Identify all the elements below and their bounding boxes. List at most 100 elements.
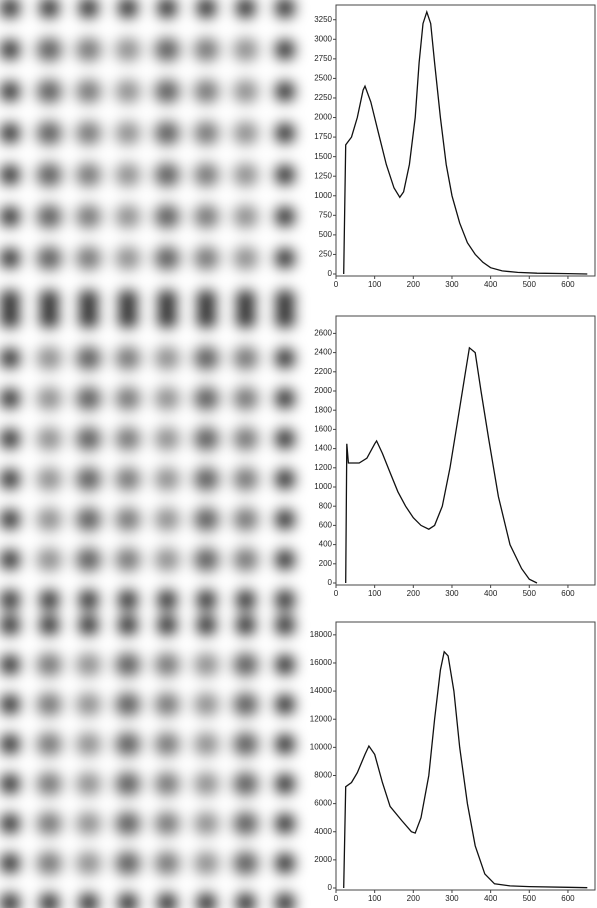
blob [114, 652, 141, 677]
flood-images [0, 0, 295, 908]
y-tick-label: 18000 [310, 630, 333, 639]
blob [193, 346, 220, 371]
blob [154, 771, 181, 796]
blob [232, 79, 259, 104]
y-tick-label: 3000 [314, 34, 332, 43]
blob [232, 732, 259, 757]
blob [157, 290, 178, 310]
blob [117, 590, 138, 610]
blob [235, 308, 256, 328]
blob [275, 813, 295, 834]
blob [196, 615, 217, 635]
blob [0, 469, 20, 490]
blob [36, 386, 63, 411]
blob [157, 308, 178, 328]
blob [117, 308, 138, 328]
blob [75, 547, 102, 572]
blob [154, 426, 181, 451]
y-tick-label: 1800 [314, 405, 332, 414]
y-tick-label: 250 [319, 250, 333, 259]
blob [157, 0, 178, 18]
blob [232, 692, 259, 717]
blob [114, 386, 141, 411]
y-tick-label: 2200 [314, 367, 332, 376]
y-tick-label: 4000 [314, 827, 332, 836]
blob [0, 123, 20, 144]
blob [75, 851, 102, 876]
y-tick-label: 1250 [314, 171, 332, 180]
blob [235, 590, 256, 610]
y-tick-label: 10000 [310, 742, 333, 751]
blob [75, 467, 102, 492]
y-tick-label: 0 [328, 883, 333, 892]
blob [275, 388, 295, 409]
blob [154, 467, 181, 492]
y-tick-label: 12000 [310, 714, 333, 723]
blob [235, 615, 256, 635]
blob [275, 590, 295, 610]
y-tick-label: 1000 [314, 482, 332, 491]
blob [193, 547, 220, 572]
blob [114, 547, 141, 572]
blob [78, 308, 99, 328]
blob [75, 386, 102, 411]
blob [78, 0, 99, 18]
blob [193, 426, 220, 451]
blob [114, 79, 141, 104]
blob [275, 81, 295, 102]
blob [75, 426, 102, 451]
y-tick-label: 1200 [314, 463, 332, 472]
blob [114, 204, 141, 229]
blob [157, 590, 178, 610]
histogram-line [343, 9, 588, 275]
blob [193, 811, 220, 836]
y-tick-label: 2500 [314, 74, 332, 83]
blob [154, 162, 181, 187]
blob [114, 162, 141, 187]
blob [36, 692, 63, 717]
blob [114, 851, 141, 876]
x-tick-label: 300 [445, 589, 459, 598]
y-tick-label: 800 [319, 501, 333, 510]
blob [157, 615, 178, 635]
blob [275, 348, 295, 369]
blob [275, 428, 295, 449]
x-tick-label: 0 [334, 589, 339, 598]
blob [75, 204, 102, 229]
x-tick-label: 100 [368, 894, 382, 903]
blob [36, 79, 63, 104]
x-tick-label: 100 [368, 589, 382, 598]
blob [232, 346, 259, 371]
blob [114, 346, 141, 371]
blob [0, 206, 20, 227]
blob [275, 469, 295, 490]
blob [75, 811, 102, 836]
y-tick-label: 0 [328, 269, 333, 278]
x-tick-label: 200 [407, 894, 421, 903]
plot-frame [335, 4, 596, 277]
x-tick-label: 500 [523, 894, 537, 903]
y-tick-label: 200 [319, 559, 333, 568]
y-tick-label: 1750 [314, 132, 332, 141]
blob [39, 893, 60, 908]
blob [114, 692, 141, 717]
x-tick-label: 600 [561, 280, 575, 289]
blob [78, 590, 99, 610]
blob [275, 0, 295, 18]
blob [0, 81, 20, 102]
blob [232, 507, 259, 532]
blob [0, 615, 20, 635]
blob [0, 590, 20, 610]
blob [36, 121, 63, 146]
x-tick-label: 200 [407, 589, 421, 598]
blob [232, 547, 259, 572]
blob [235, 290, 256, 310]
blob [275, 773, 295, 794]
blob [114, 246, 141, 271]
blob [39, 0, 60, 18]
blob [196, 0, 217, 18]
blob [154, 507, 181, 532]
blob [36, 346, 63, 371]
y-tick-label: 2400 [314, 348, 332, 357]
x-tick-label: 0 [334, 894, 339, 903]
